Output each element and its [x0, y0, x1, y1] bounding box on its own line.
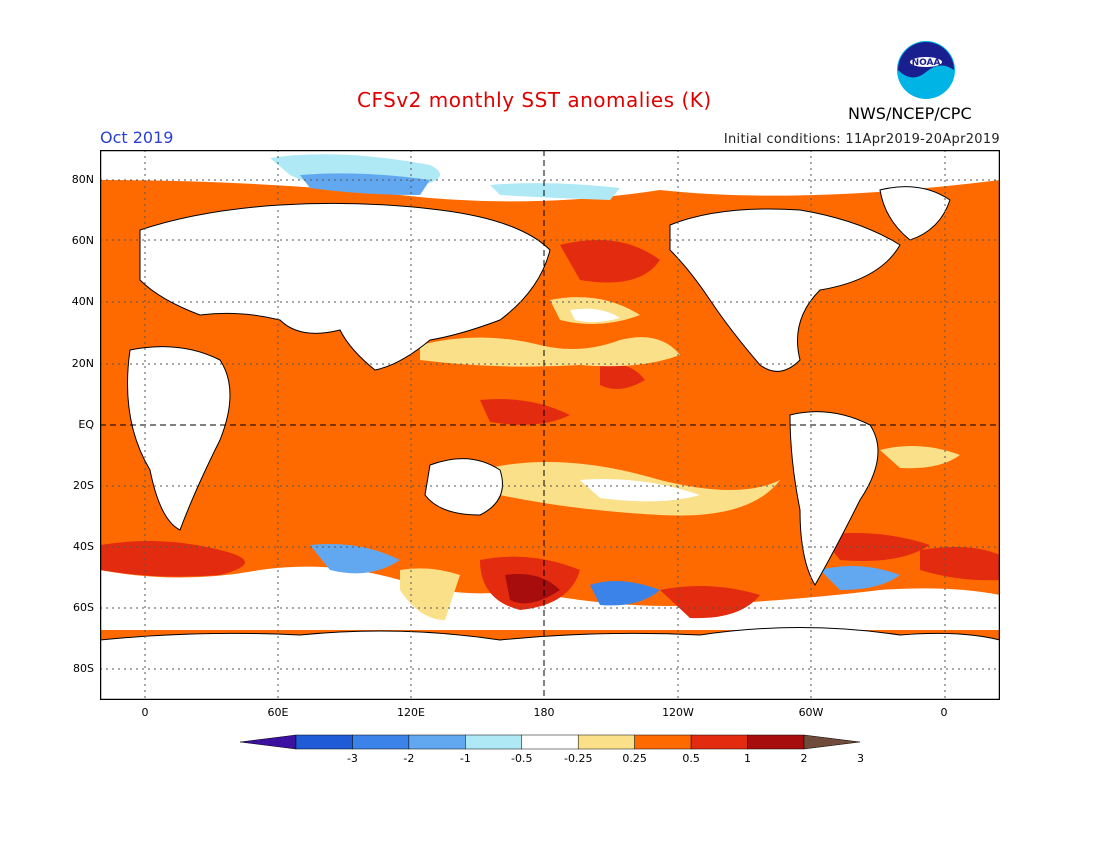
logo-text: NOAA — [912, 58, 941, 68]
lon-label: 120E — [397, 706, 425, 719]
lat-label: 60S — [73, 601, 94, 614]
colorbar-swatch — [408, 734, 466, 750]
colorbar — [240, 734, 860, 750]
map-title: CFSv2 monthly SST anomalies (K) — [357, 88, 712, 112]
sst-anomaly-map — [100, 150, 1000, 700]
colorbar-label: 0.25 — [622, 752, 647, 765]
lon-label: 120W — [662, 706, 694, 719]
lon-label: 60W — [798, 706, 824, 719]
colorbar-swatch — [690, 734, 748, 750]
colorbar-swatch — [577, 734, 635, 750]
colorbar-label: -0.5 — [511, 752, 533, 765]
lon-label: 0 — [141, 706, 149, 719]
colorbar-label: -1 — [459, 752, 471, 765]
month-label: Oct 2019 — [100, 128, 174, 147]
colorbar-swatch — [521, 734, 579, 750]
lon-label: 180 — [533, 706, 555, 719]
colorbar-swatch-min — [240, 734, 297, 750]
colorbar-label: 1 — [744, 752, 752, 765]
lon-label: 60E — [267, 706, 289, 719]
noaa-logo: NOAA — [897, 41, 955, 99]
colorbar-swatch — [465, 734, 523, 750]
colorbar-label: 3 — [856, 752, 864, 765]
colorbar-swatch — [352, 734, 410, 750]
lat-label: 20N — [71, 357, 94, 370]
lat-label: EQ — [78, 418, 94, 431]
agency-label: NWS/NCEP/CPC — [848, 104, 972, 123]
lat-label: 60N — [71, 234, 94, 247]
colorbar-label: 0.5 — [682, 752, 700, 765]
colorbar-label: -3 — [346, 752, 358, 765]
colorbar-label: -2 — [403, 752, 415, 765]
initial-conditions-label: Initial conditions: 11Apr2019-20Apr2019 — [723, 132, 1000, 147]
colorbar-label: -0.25 — [563, 752, 593, 765]
lat-label: 40S — [73, 540, 94, 553]
colorbar-swatch — [295, 734, 353, 750]
lat-label: 40N — [71, 295, 94, 308]
lon-label: 0 — [940, 706, 948, 719]
lat-label: 20S — [73, 479, 94, 492]
colorbar-swatch-max — [803, 734, 860, 750]
lat-label: 80S — [73, 662, 94, 675]
colorbar-swatch — [747, 734, 805, 750]
colorbar-label: 2 — [800, 752, 808, 765]
colorbar-swatch — [634, 734, 692, 750]
lat-label: 80N — [71, 173, 94, 186]
